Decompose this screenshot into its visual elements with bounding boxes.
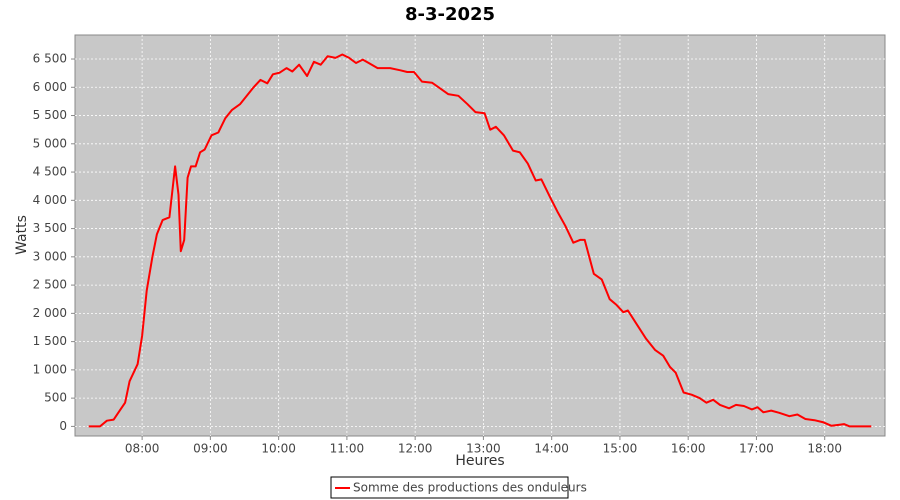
y-tick-label: 5 500 bbox=[33, 108, 67, 122]
x-tick-label: 17:00 bbox=[739, 442, 774, 456]
x-tick-label: 08:00 bbox=[125, 442, 160, 456]
x-axis-title: Heures bbox=[455, 453, 504, 469]
y-tick-label: 3 000 bbox=[33, 249, 67, 263]
legend-label: Somme des productions des onduleurs bbox=[353, 481, 587, 495]
x-tick-label: 10:00 bbox=[261, 442, 296, 456]
y-tick-label: 2 000 bbox=[33, 306, 67, 320]
x-tick-label: 11:00 bbox=[330, 442, 365, 456]
y-tick-label: 4 500 bbox=[33, 165, 67, 179]
x-tick-label: 15:00 bbox=[603, 442, 638, 456]
x-tick-label: 13:00 bbox=[466, 442, 501, 456]
x-tick-label: 14:00 bbox=[534, 442, 569, 456]
series-line bbox=[88, 53, 872, 428]
y-tick-label: 4 000 bbox=[33, 193, 67, 207]
plot-area bbox=[74, 34, 886, 437]
y-tick-label: 500 bbox=[44, 391, 67, 405]
legend bbox=[330, 476, 569, 499]
x-tick-label: 12:00 bbox=[398, 442, 433, 456]
x-tick-label: 09:00 bbox=[193, 442, 228, 456]
chart-title: 8-3-2025 bbox=[405, 4, 495, 25]
x-tick-label: 18:00 bbox=[807, 442, 842, 456]
y-tick-label: 0 bbox=[59, 419, 67, 433]
y-tick-label: 1 000 bbox=[33, 362, 67, 376]
y-tick-label: 1 500 bbox=[33, 334, 67, 348]
y-tick-label: 6 000 bbox=[33, 80, 67, 94]
x-tick-label: 16:00 bbox=[671, 442, 706, 456]
y-tick-label: 3 500 bbox=[33, 221, 67, 235]
y-tick-label: 5 000 bbox=[33, 136, 67, 150]
y-tick-label: 6 500 bbox=[33, 52, 67, 66]
y-axis-title: Watts bbox=[14, 215, 30, 255]
y-tick-label: 2 500 bbox=[33, 278, 67, 292]
